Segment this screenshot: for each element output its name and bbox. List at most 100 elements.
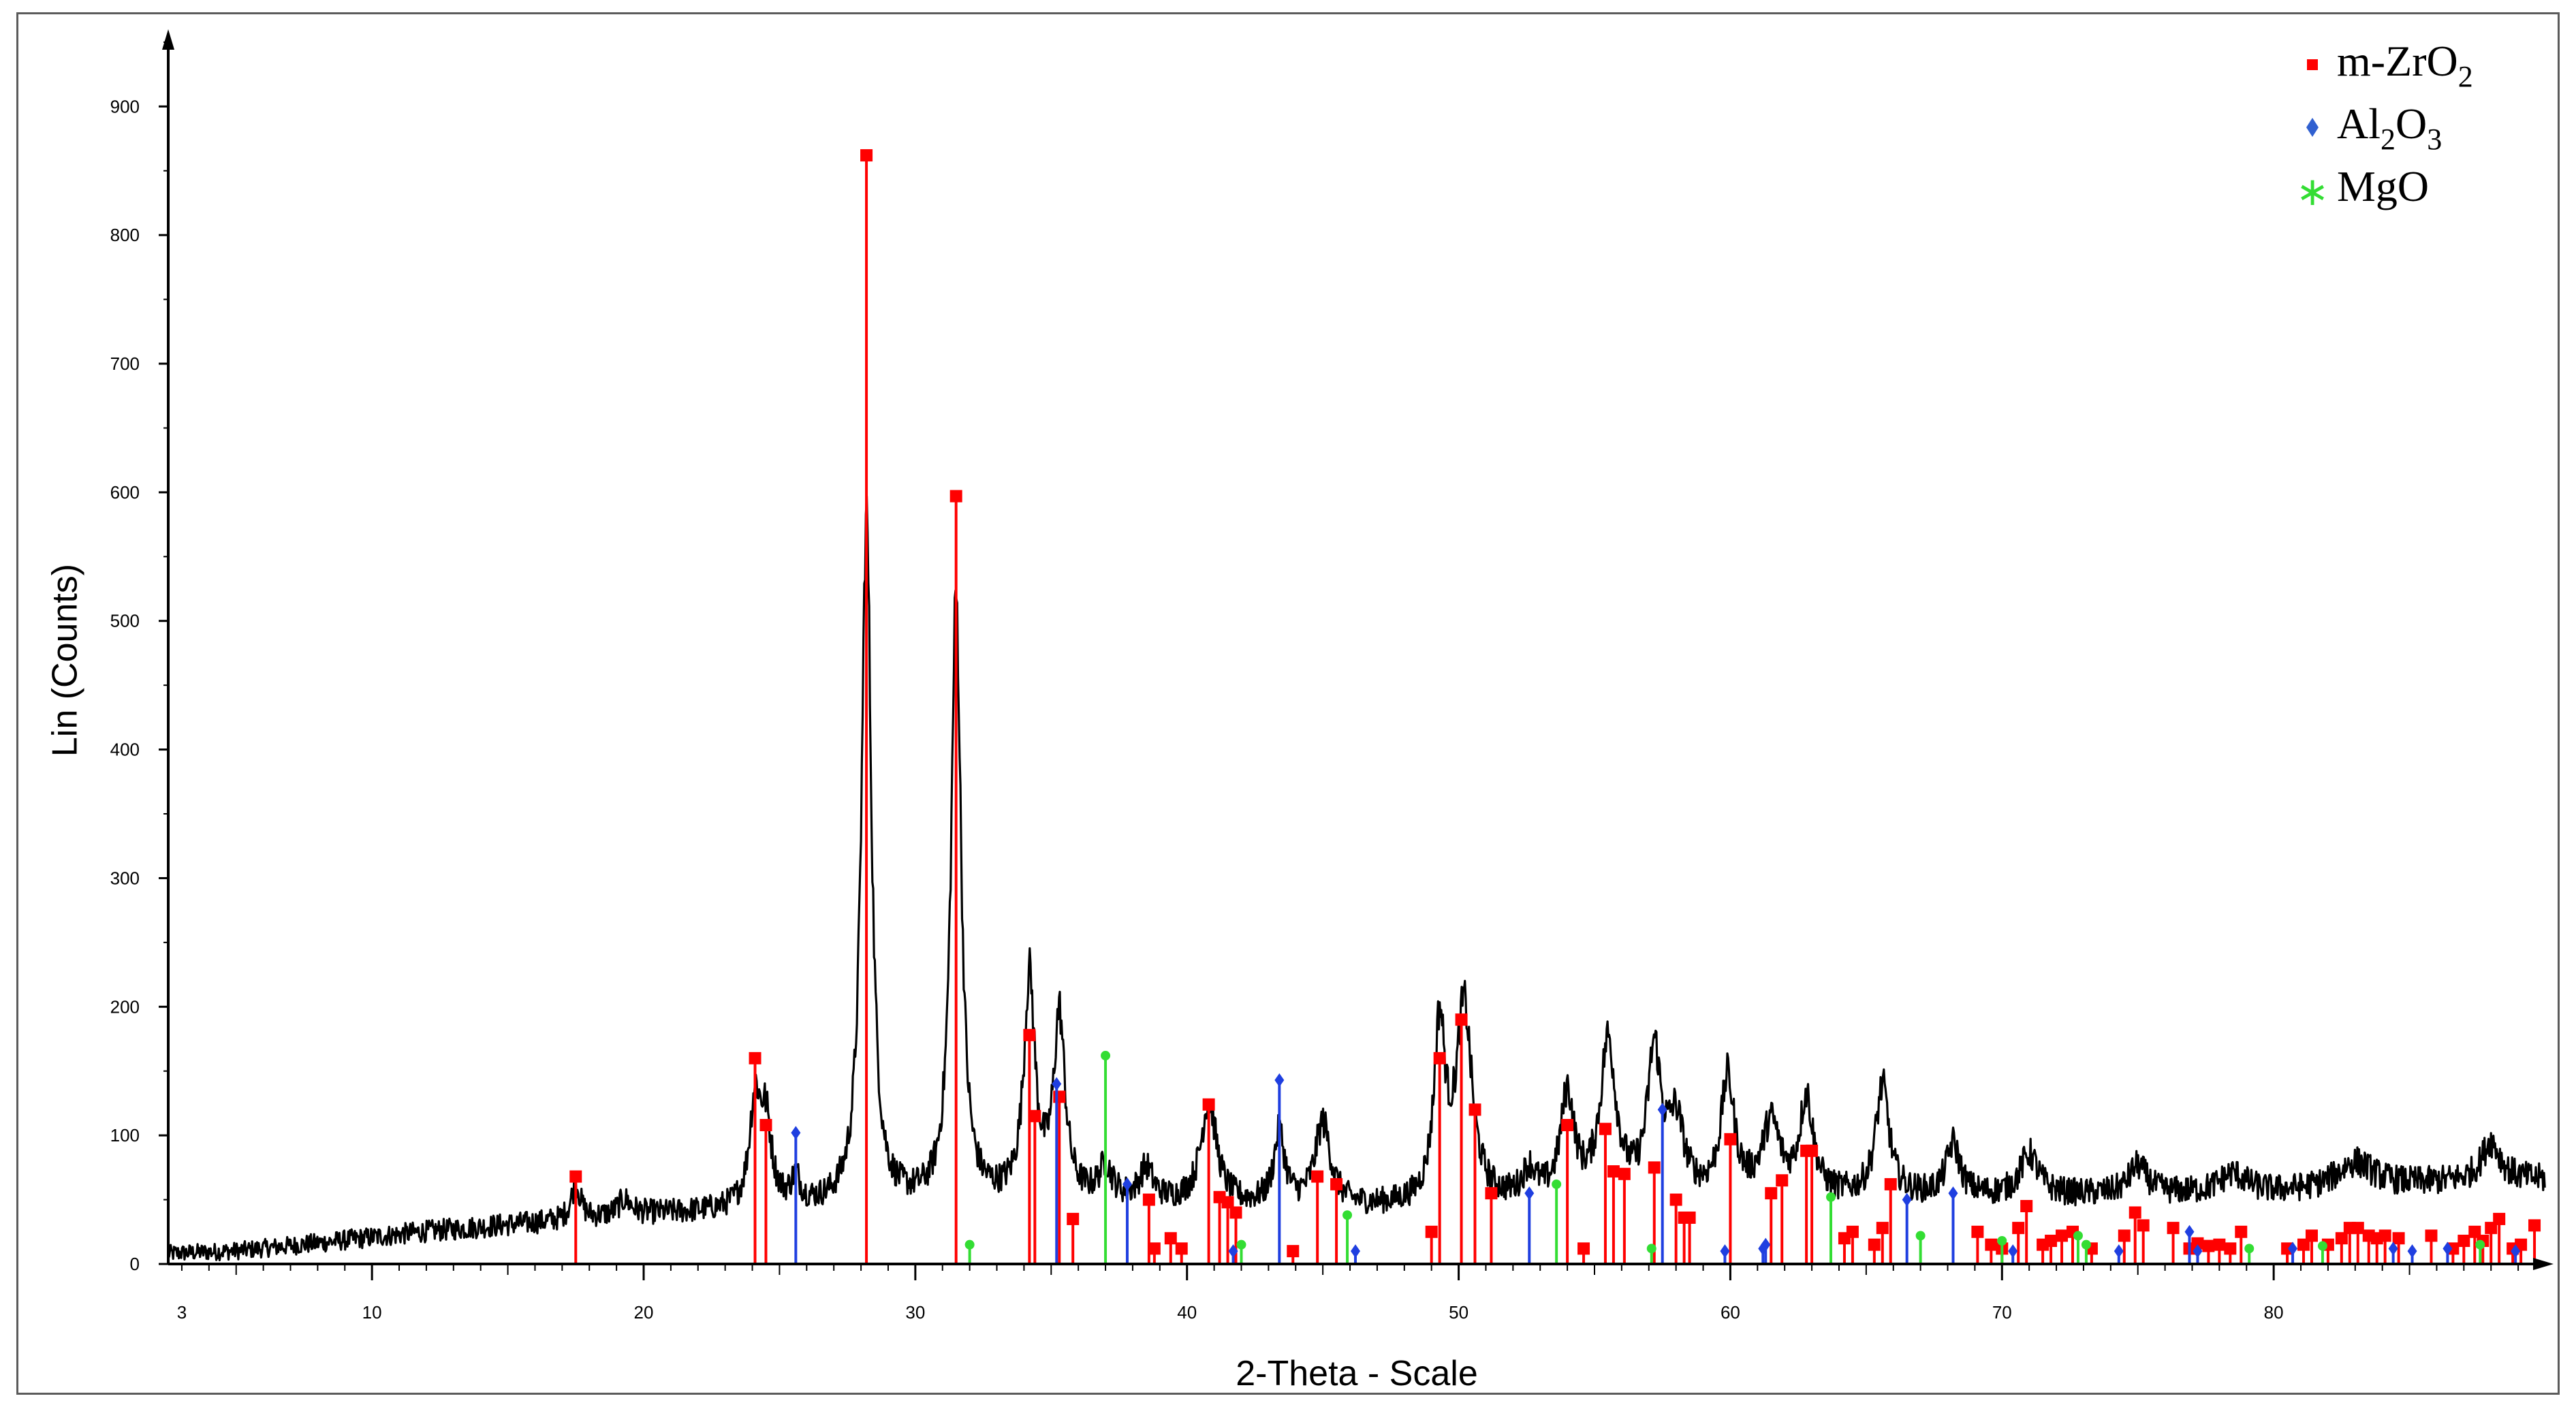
- reference-marker: [1868, 1238, 1881, 1251]
- reference-marker: [964, 1239, 975, 1250]
- reference-marker: [2073, 1231, 2083, 1241]
- reference-marker: [1985, 1238, 1998, 1251]
- reference-marker: [1122, 1177, 1132, 1191]
- y-tick-label: 300: [110, 868, 140, 888]
- reference-marker: [2081, 1239, 2091, 1250]
- ticks-layer: 0 100 200 300 400 500 600 700 800 900 3 10 20 30 40 50 6…: [110, 41, 2519, 1323]
- reference-marker: [1884, 1177, 1897, 1190]
- x-tick-label: 3: [177, 1302, 187, 1323]
- legend-entry-label: m-ZrO2​: [2337, 37, 2473, 93]
- x-tick-label: 30: [905, 1302, 925, 1323]
- reference-marker: [2443, 1242, 2453, 1256]
- reference-marker: [1826, 1192, 1836, 1202]
- reference-marker: [1229, 1206, 1242, 1219]
- reference-marker: [2351, 1222, 2364, 1235]
- reference-marker: [1902, 1192, 1912, 1207]
- reference-marker: [1164, 1232, 1177, 1245]
- x-tick-label: 80: [2264, 1302, 2284, 1323]
- reference-marker: [2167, 1222, 2180, 1235]
- reference-marker: [949, 490, 962, 503]
- reference-marker: [2056, 1229, 2069, 1242]
- legend: m-ZrO2​ Al2​O3​∗MgO: [2296, 37, 2473, 215]
- reference-marker: [1599, 1122, 1612, 1135]
- reference-marker: [1776, 1174, 1789, 1187]
- reference-marker: [2213, 1238, 2226, 1251]
- reference-marker: [2317, 1241, 2327, 1251]
- reference-marker: [1524, 1186, 1535, 1201]
- reference-marker: [1175, 1242, 1188, 1255]
- reference-marker: [1053, 1090, 1066, 1103]
- y-axis-arrow-icon: [162, 29, 174, 50]
- reference-marker: [1657, 1103, 1667, 1117]
- reference-marker: [1618, 1167, 1631, 1180]
- y-tick-label: 100: [110, 1125, 140, 1145]
- y-axis-title: Lin (Counts): [46, 564, 85, 757]
- reference-marker: [791, 1126, 801, 1140]
- reference-marker: [2191, 1237, 2204, 1250]
- y-tick-label: 0: [130, 1254, 140, 1274]
- axes-layer: [162, 29, 2554, 1270]
- reference-marker: [1101, 1051, 1111, 1061]
- reference-marker: [1552, 1179, 1562, 1189]
- reference-marker: [1648, 1161, 1661, 1174]
- reference-marker: [2012, 1222, 2025, 1235]
- reference-marker: [1646, 1244, 1656, 1254]
- y-tick-label: 900: [110, 96, 140, 116]
- reference-marker: [1846, 1225, 1859, 1238]
- reference-marker: [1433, 1052, 1446, 1064]
- reference-marker: [2137, 1219, 2150, 1232]
- reference-marker: [2244, 1244, 2255, 1254]
- reference-marker: [1023, 1028, 1036, 1041]
- reference-marker: [2392, 1232, 2405, 1245]
- reference-marker: [1997, 1236, 2007, 1246]
- reference-lines-layer: [569, 149, 2541, 1264]
- reference-marker: [2202, 1239, 2215, 1252]
- reference-marker: [1236, 1239, 1246, 1250]
- reference-marker: [1561, 1119, 1574, 1132]
- reference-marker: [1425, 1225, 1438, 1238]
- reference-marker: [1876, 1222, 1889, 1235]
- y-tick-label: 800: [110, 225, 140, 245]
- reference-marker: [1287, 1245, 1300, 1258]
- reference-marker: [2118, 1229, 2131, 1242]
- reference-marker: [2305, 1229, 2318, 1242]
- reference-phase-m-zro2: [569, 149, 2541, 1264]
- reference-marker: [2193, 1244, 2203, 1259]
- y-tick-label: 500: [110, 611, 140, 631]
- reference-marker: [860, 149, 873, 162]
- reference-marker: [2388, 1242, 2398, 1256]
- legend-marker-square-icon: [2307, 59, 2318, 70]
- reference-marker: [1806, 1144, 1819, 1157]
- reference-marker: [1028, 1109, 1041, 1122]
- reference-marker: [1948, 1186, 1958, 1201]
- reference-marker: [2475, 1239, 2485, 1250]
- reference-marker: [1971, 1225, 1984, 1238]
- reference-marker: [749, 1052, 761, 1064]
- chart-frame: 0 100 200 300 400 500 600 700 800 900 3 10 20 30 40 50 6…: [16, 12, 2560, 1395]
- x-axis-arrow-icon: [2533, 1258, 2554, 1270]
- reference-marker: [1274, 1073, 1285, 1087]
- reference-marker: [1455, 1013, 1468, 1026]
- reference-marker: [2184, 1224, 2195, 1239]
- reference-marker: [2528, 1219, 2541, 1232]
- y-tick-label: 200: [110, 996, 140, 1017]
- reference-marker: [1765, 1187, 1778, 1200]
- reference-marker: [1683, 1212, 1696, 1224]
- reference-marker: [759, 1119, 772, 1132]
- reference-marker: [1720, 1244, 1730, 1259]
- reference-marker: [1052, 1077, 1062, 1091]
- legend-marker-diamond-icon: [2306, 118, 2319, 137]
- reference-marker: [2493, 1212, 2506, 1225]
- x-tick-label: 50: [1449, 1302, 1468, 1323]
- x-axis-title: 2-Theta - Scale: [1236, 1354, 1478, 1393]
- y-tick-label: 400: [110, 740, 140, 760]
- reference-marker: [1351, 1244, 1361, 1259]
- reference-phase-al2o3: [791, 1073, 2521, 1264]
- reference-phase-mgo: [964, 1051, 2485, 1264]
- reference-marker: [569, 1170, 582, 1183]
- x-tick-label: 70: [1992, 1302, 2012, 1323]
- reference-marker: [2008, 1244, 2018, 1259]
- reference-marker: [1577, 1242, 1590, 1255]
- reference-marker: [1311, 1170, 1324, 1183]
- reference-marker: [1669, 1193, 1682, 1206]
